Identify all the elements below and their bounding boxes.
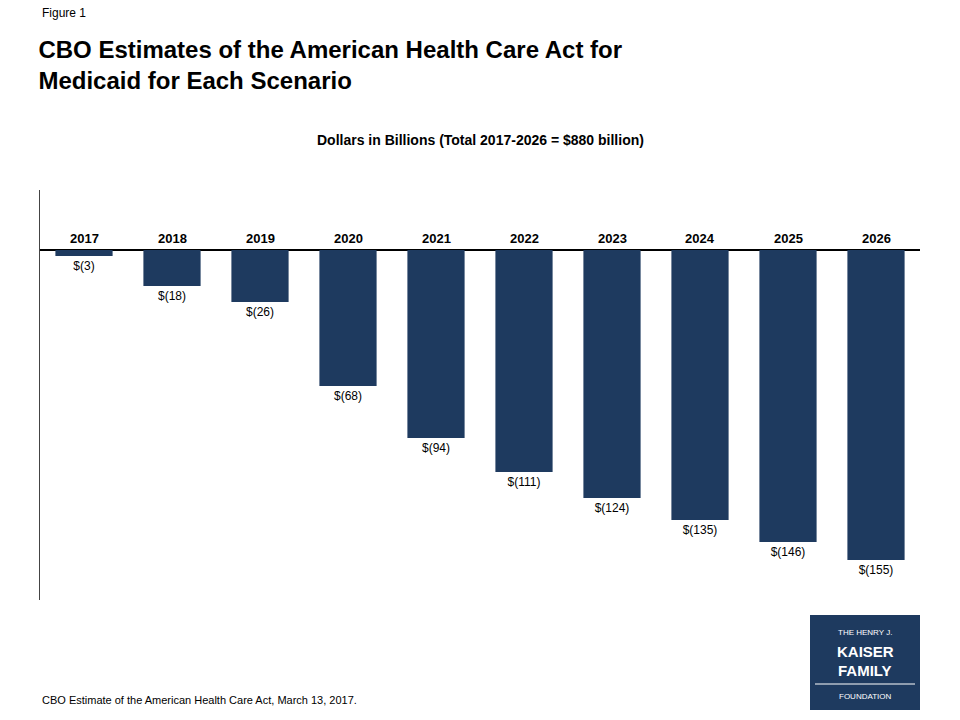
svg-text:$(94): $(94): [422, 441, 450, 455]
svg-text:$(155): $(155): [859, 563, 894, 577]
svg-text:2019: 2019: [246, 231, 275, 246]
svg-text:2018: 2018: [158, 231, 187, 246]
svg-text:2020: 2020: [334, 231, 363, 246]
svg-text:$(3): $(3): [73, 259, 94, 273]
svg-text:FOUNDATION: FOUNDATION: [839, 692, 892, 701]
svg-text:$(124): $(124): [595, 501, 630, 515]
svg-text:$(68): $(68): [334, 389, 362, 403]
svg-text:$(135): $(135): [683, 523, 718, 537]
svg-text:THE HENRY J.: THE HENRY J.: [838, 628, 892, 637]
svg-text:2025: 2025: [774, 231, 803, 246]
svg-text:KAISER: KAISER: [837, 643, 894, 660]
svg-text:FAMILY: FAMILY: [838, 662, 892, 679]
svg-text:CBO Estimate of the American H: CBO Estimate of the American Health Care…: [42, 694, 357, 706]
svg-text:2017: 2017: [70, 231, 99, 246]
svg-text:Figure 1: Figure 1: [42, 6, 86, 20]
svg-text:2023: 2023: [598, 231, 627, 246]
svg-text:$(26): $(26): [246, 305, 274, 319]
svg-text:$(146): $(146): [771, 545, 806, 559]
svg-text:2021: 2021: [422, 231, 451, 246]
svg-text:Dollars in Billions (Total 201: Dollars in Billions (Total 2017-2026 = $…: [317, 132, 644, 148]
svg-text:$(111): $(111): [508, 475, 541, 489]
svg-text:2022: 2022: [510, 231, 539, 246]
svg-text:2024: 2024: [685, 231, 715, 246]
svg-text:2026: 2026: [862, 231, 891, 246]
svg-text:$(18): $(18): [158, 289, 186, 303]
svg-text:CBO Estimates of the American: CBO Estimates of the American Health Car…: [38, 36, 622, 94]
